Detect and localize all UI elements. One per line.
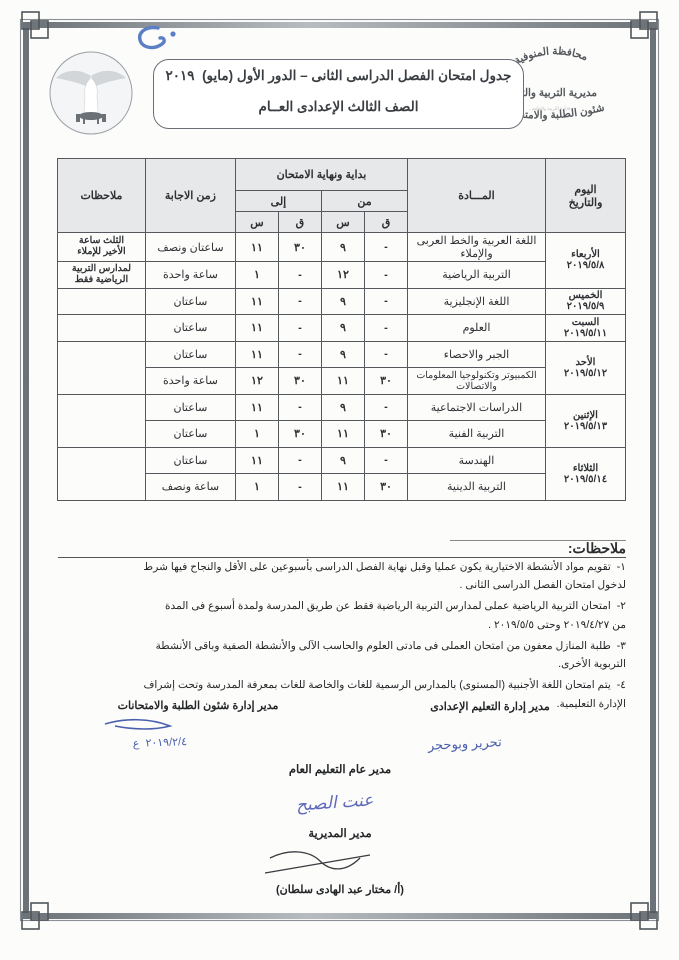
svg-text:تحرير وبوحجر: تحرير وبوحجر bbox=[427, 734, 503, 754]
svg-text:عنت الصبح: عنت الصبح bbox=[295, 790, 374, 815]
svg-text:٢٠١٩/٢/٤ ع: ٢٠١٩/٢/٤ ع bbox=[133, 736, 188, 750]
svg-text:محافظة المنوفية: محافظة المنوفية bbox=[512, 45, 589, 67]
